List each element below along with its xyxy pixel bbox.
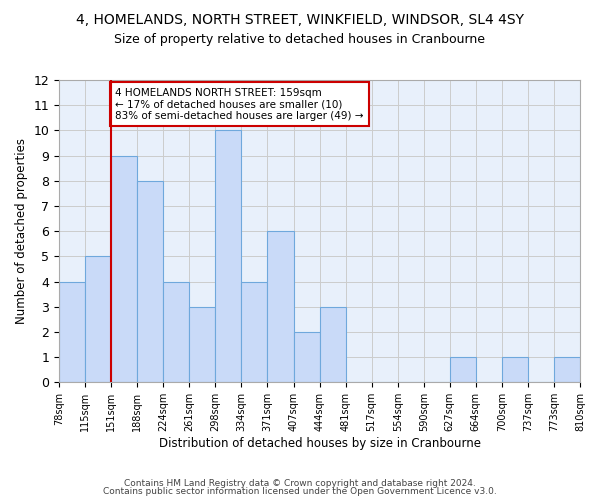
Bar — [320, 307, 346, 382]
Bar — [190, 307, 215, 382]
X-axis label: Distribution of detached houses by size in Cranbourne: Distribution of detached houses by size … — [158, 437, 481, 450]
Y-axis label: Number of detached properties: Number of detached properties — [15, 138, 28, 324]
Bar — [215, 130, 241, 382]
Bar — [554, 357, 580, 382]
Bar — [502, 357, 528, 382]
Bar — [450, 357, 476, 382]
Bar — [268, 231, 293, 382]
Bar — [59, 282, 85, 382]
Text: Size of property relative to detached houses in Cranbourne: Size of property relative to detached ho… — [115, 32, 485, 46]
Bar — [85, 256, 111, 382]
Bar — [137, 181, 163, 382]
Bar — [241, 282, 268, 382]
Bar — [111, 156, 137, 382]
Text: 4 HOMELANDS NORTH STREET: 159sqm
← 17% of detached houses are smaller (10)
83% o: 4 HOMELANDS NORTH STREET: 159sqm ← 17% o… — [115, 88, 364, 121]
Bar — [293, 332, 320, 382]
Bar — [163, 282, 190, 382]
Text: 4, HOMELANDS, NORTH STREET, WINKFIELD, WINDSOR, SL4 4SY: 4, HOMELANDS, NORTH STREET, WINKFIELD, W… — [76, 12, 524, 26]
Text: Contains HM Land Registry data © Crown copyright and database right 2024.: Contains HM Land Registry data © Crown c… — [124, 478, 476, 488]
Text: Contains public sector information licensed under the Open Government Licence v3: Contains public sector information licen… — [103, 487, 497, 496]
